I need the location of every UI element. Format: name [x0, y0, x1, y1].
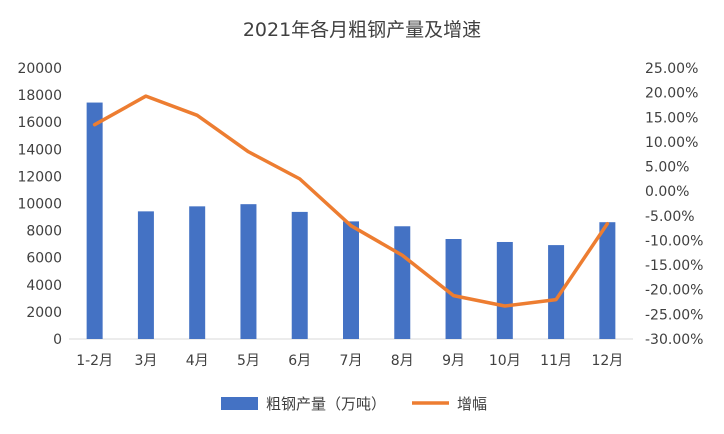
left-tick-label: 4000	[26, 278, 62, 294]
left-axis: 0 2000 4000 6000 8000 10000 12000 14000 16000 180…	[17, 61, 62, 348]
legend-line-label: 增幅	[457, 395, 487, 413]
right-tick-label: -20.00%	[645, 283, 703, 299]
x-tick-label: 7月	[340, 353, 363, 369]
x-tick-label: 12月	[591, 353, 623, 369]
bar	[137, 211, 154, 339]
x-tick-label: 4月	[186, 353, 209, 369]
bar	[291, 211, 308, 339]
bar	[240, 204, 257, 339]
right-tick-label: 10.00%	[645, 135, 698, 151]
right-axis: -30.00% -25.00% -20.00% -15.00% -10.00% -5.00…	[645, 61, 703, 348]
legend-bar-swatch	[221, 397, 258, 410]
chart-title: 2021年各月粗钢产量及增速	[243, 19, 481, 41]
legend-bar-label: 粗钢产量（万吨）	[266, 395, 386, 413]
left-tick-label: 10000	[17, 197, 62, 213]
right-tick-label: 20.00%	[645, 86, 698, 102]
right-tick-label: 25.00%	[645, 61, 698, 77]
left-tick-label: 12000	[17, 169, 62, 185]
right-tick-label: 5.00%	[645, 160, 689, 176]
x-tick-label: 8月	[391, 353, 414, 369]
bar	[548, 245, 565, 339]
left-tick-label: 8000	[26, 224, 62, 240]
right-tick-label: 15.00%	[645, 110, 698, 126]
bar	[496, 241, 513, 339]
x-tick-label: 6月	[288, 353, 311, 369]
x-tick-label: 1-2月	[76, 353, 113, 369]
x-tick-label: 9月	[442, 353, 465, 369]
x-tick-label: 10月	[489, 353, 521, 369]
left-tick-label: 20000	[17, 61, 62, 77]
bar	[394, 226, 411, 339]
growth-line	[92, 94, 610, 308]
legend: 粗钢产量（万吨） 增幅	[221, 395, 487, 413]
right-tick-label: -10.00%	[645, 233, 703, 249]
right-tick-label: -25.00%	[645, 307, 703, 323]
x-tick-label: 3月	[134, 353, 157, 369]
bar	[189, 206, 206, 339]
left-tick-label: 16000	[17, 115, 62, 131]
bar	[86, 102, 103, 340]
right-tick-label: -30.00%	[645, 332, 703, 348]
left-tick-label: 14000	[17, 142, 62, 158]
bar	[599, 222, 616, 339]
bar	[343, 221, 359, 339]
left-tick-label: 0	[53, 332, 62, 348]
bar-series	[86, 102, 616, 340]
left-tick-label: 18000	[17, 88, 62, 104]
left-tick-label: 2000	[26, 305, 62, 321]
right-tick-label: -5.00%	[645, 209, 695, 225]
bar	[445, 239, 462, 339]
x-tick-label: 5月	[237, 353, 260, 369]
right-tick-label: 0.00%	[645, 184, 689, 200]
x-tick-label: 11月	[540, 353, 572, 369]
right-tick-label: -15.00%	[645, 258, 703, 274]
left-tick-label: 6000	[26, 251, 62, 267]
x-axis-ticks: 1-2月 3月 4月 5月 6月 7月 8月 9月 10月 11月 12月	[76, 353, 623, 369]
